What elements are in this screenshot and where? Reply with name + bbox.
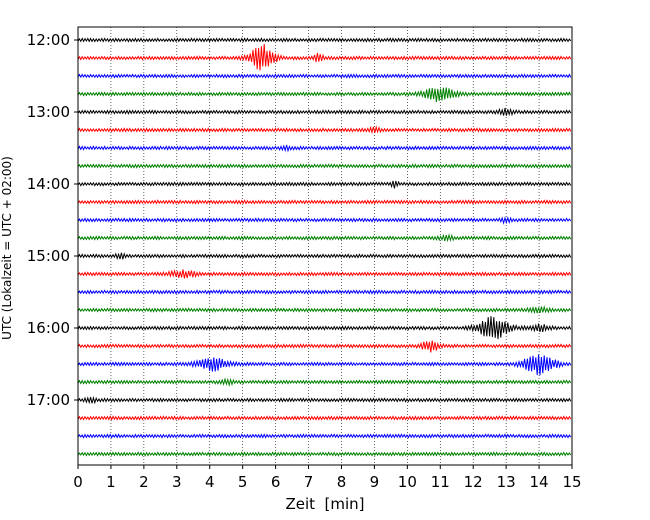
trace-1700 [77, 396, 572, 405]
trace-1430 [77, 216, 572, 225]
trace-1745 [77, 451, 572, 457]
x-tick-label: 11 [431, 473, 450, 491]
trace-1300 [77, 107, 572, 117]
x-tick-label: 0 [73, 473, 83, 491]
trace-1715 [77, 415, 572, 421]
trace-1400 [77, 180, 572, 189]
x-tick-label: 4 [205, 473, 215, 491]
x-tick-label: 7 [304, 473, 314, 491]
trace-1315 [77, 125, 572, 135]
x-tick-label: 14 [530, 473, 549, 491]
y-tick-label: 14:00 [27, 175, 70, 193]
trace-1345 [77, 163, 572, 169]
trace-1615 [77, 340, 572, 353]
x-tick-label: 15 [562, 473, 581, 491]
y-tick-label: 16:00 [27, 319, 70, 337]
trace-1415 [77, 199, 572, 205]
x-tick-label: 5 [238, 473, 248, 491]
y-tick-label: 17:00 [27, 391, 70, 409]
trace-1630 [77, 354, 572, 376]
x-tick-label: 10 [398, 473, 417, 491]
y-axis-label: UTC (Lokalzeit = UTC + 02:00) [0, 156, 14, 340]
x-tick-label: 8 [337, 473, 347, 491]
traces [77, 37, 572, 457]
trace-1500 [77, 252, 572, 260]
trace-1215 [77, 44, 572, 71]
y-tick-label: 13:00 [27, 103, 70, 121]
grid-lines [110, 27, 540, 465]
trace-1445 [77, 233, 572, 243]
plot-frame [77, 26, 573, 466]
trace-1645 [77, 377, 572, 387]
trace-1245 [77, 87, 572, 103]
x-tick-label: 13 [497, 473, 516, 491]
x-tick-label: 2 [139, 473, 149, 491]
trace-1230 [77, 73, 572, 79]
x-axis: 0 1 2 3 4 5 6 7 8 9 10 11 12 13 14 15 [73, 465, 582, 491]
trace-1515 [77, 268, 572, 279]
x-tick-label: 12 [464, 473, 483, 491]
trace-1545 [77, 305, 572, 315]
y-tick-label: 15:00 [27, 247, 70, 265]
trace-1330 [77, 144, 572, 153]
x-tick-label: 1 [106, 473, 116, 491]
trace-1530 [77, 289, 572, 295]
plot-background [78, 27, 572, 465]
y-axis: 12:00 13:00 14:00 15:00 16:00 17:00 [27, 31, 78, 409]
trace-1600 [77, 316, 572, 340]
x-tick-label: 9 [370, 473, 380, 491]
x-axis-label: Zeit [min] [285, 495, 364, 513]
trace-1200 [77, 37, 572, 43]
x-tick-label: 3 [172, 473, 182, 491]
x-tick-label: 6 [271, 473, 281, 491]
trace-1730 [77, 433, 572, 439]
y-tick-label: 12:00 [27, 31, 70, 49]
